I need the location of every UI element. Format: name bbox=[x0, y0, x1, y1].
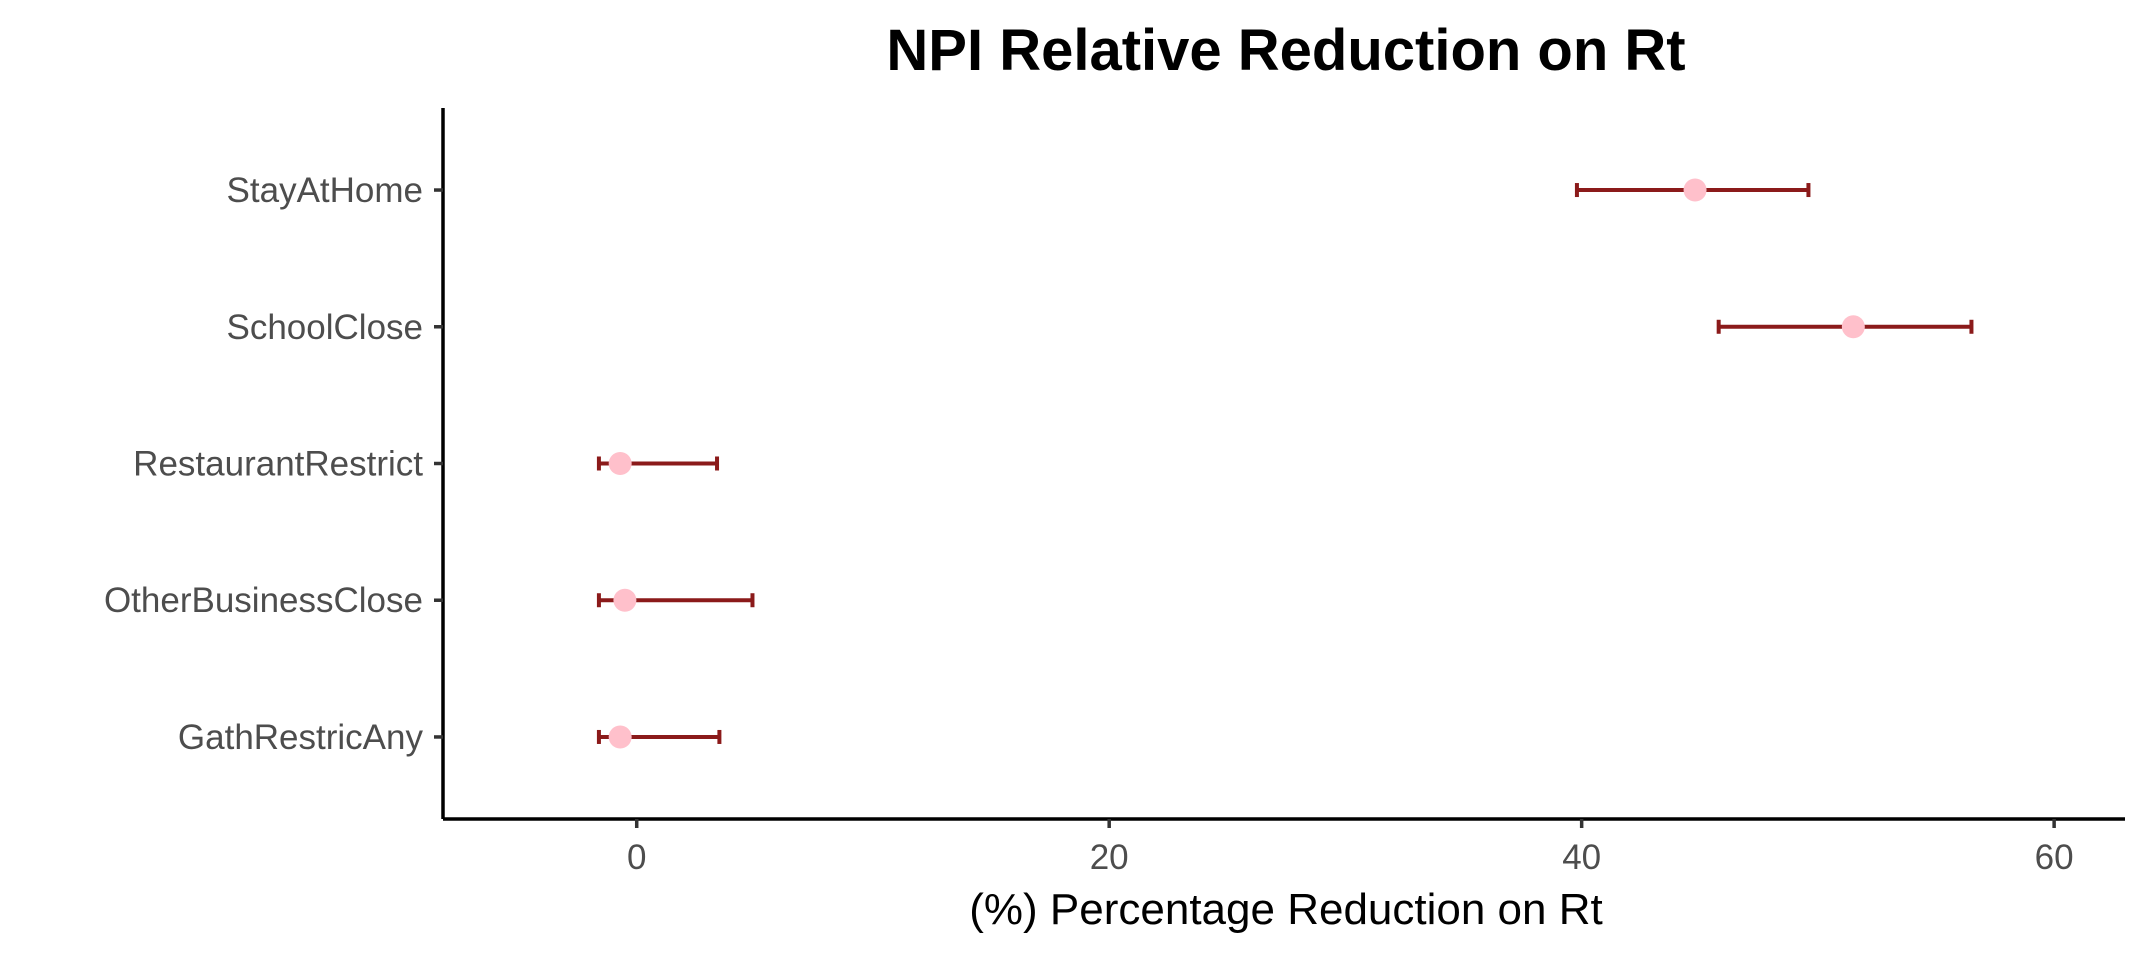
y-tick-label: StayAtHome bbox=[227, 171, 423, 210]
point-estimate bbox=[608, 725, 632, 749]
point-estimate bbox=[613, 588, 637, 612]
x-axis-label: (%) Percentage Reduction on Rt bbox=[969, 885, 1602, 934]
plot-area bbox=[596, 178, 1974, 749]
point-estimate bbox=[1841, 315, 1865, 339]
x-tick-label: 20 bbox=[1090, 838, 1129, 877]
y-tick-label: GathRestricAny bbox=[178, 718, 424, 757]
y-tick-label: RestaurantRestrict bbox=[133, 445, 423, 484]
axis-ticks: StayAtHome SchoolClose RestaurantRestrict O… bbox=[104, 171, 2074, 877]
point-estimate bbox=[608, 452, 632, 475]
y-tick-label: SchoolClose bbox=[227, 308, 424, 347]
x-tick-label: 0 bbox=[627, 838, 646, 877]
errorbar-SchoolClose bbox=[1716, 315, 1974, 339]
x-tick-label: 40 bbox=[1562, 838, 1601, 877]
errorbar-RestaurantRestrict bbox=[596, 452, 720, 475]
errorbar-GathRestricAny bbox=[596, 725, 722, 749]
y-tick-label: OtherBusinessClose bbox=[104, 581, 423, 620]
errorbar-StayAtHome bbox=[1574, 178, 1811, 202]
point-estimate bbox=[1683, 178, 1707, 202]
errorbar-OtherBusinessClose bbox=[596, 588, 755, 612]
chart-title: NPI Relative Reduction on Rt bbox=[886, 18, 1685, 83]
x-tick-label: 60 bbox=[2035, 838, 2074, 877]
